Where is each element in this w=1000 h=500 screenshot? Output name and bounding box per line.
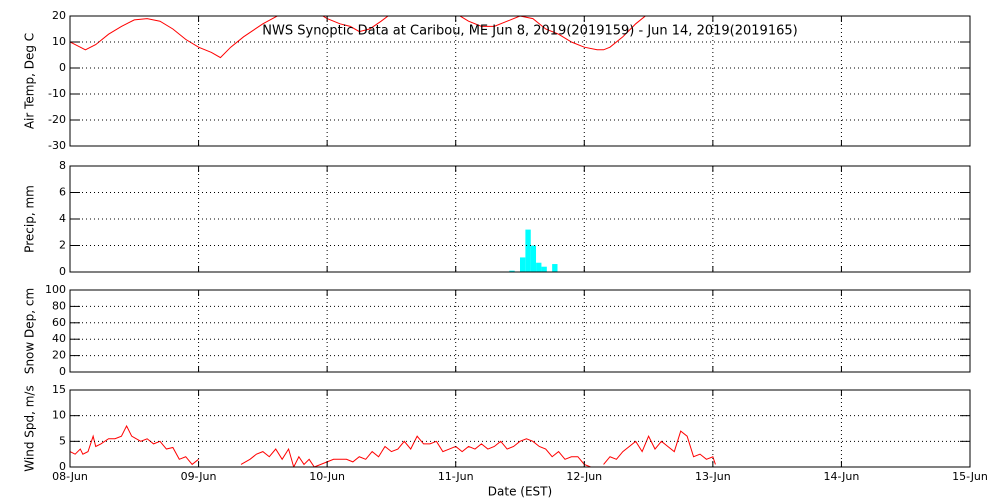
y-tick-label: -30 [48,139,66,152]
y-tick-label: 15 [52,383,66,396]
y-tick-label: 10 [52,409,66,422]
y-axis-label: Wind Spd, m/s [23,385,37,471]
y-axis-label: Snow Dep, cm [23,288,37,374]
plot-frame [69,15,971,147]
bar [541,266,547,272]
y-tick-label: 6 [59,186,66,199]
plot [509,229,558,272]
x-tick-label: 11-Jun [438,470,474,483]
y-tick-label: 0 [59,365,66,378]
plot-frame [69,165,971,273]
x-tick-label: 09-Jun [181,470,217,483]
bar [520,257,526,272]
bar [509,270,515,272]
bar [552,264,558,272]
x-tick-label: 15-Jun [952,470,988,483]
chart-title: NWS Synoptic Data at Caribou, ME Jun 8, … [262,24,797,39]
y-axis-label: Precip, mm [23,185,37,253]
y-tick-label: 0 [59,265,66,278]
plot-frame [69,289,971,373]
y-tick-label: 40 [52,332,66,345]
plot-frame [69,389,971,468]
y-tick-label: 5 [59,434,66,447]
y-axis-label: Air Temp, Deg C [23,33,37,129]
plot [70,16,647,59]
y-tick-label: 60 [52,316,66,329]
y-tick-label: 2 [59,239,66,252]
x-tick-label: 12-Jun [566,470,602,483]
x-tick-label: 10-Jun [309,470,345,483]
line [70,16,647,59]
y-tick-label: 20 [52,9,66,22]
y-tick-label: 20 [52,349,66,362]
y-tick-label: 100 [45,283,66,296]
x-tick-label: 14-Jun [824,470,860,483]
bar [530,245,537,272]
y-tick-label: 80 [52,299,66,312]
y-tick-label: 0 [59,460,66,473]
y-tick-label: -20 [48,113,66,126]
y-tick-label: 4 [59,212,66,225]
x-tick-label: 08-Jun [52,470,88,483]
y-tick-label: 8 [59,159,66,172]
plot [70,424,716,467]
x-axis-label: Date (EST) [488,485,552,499]
y-tick-label: 10 [52,35,66,48]
bar [525,229,531,272]
y-tick-label: 0 [59,61,66,74]
y-tick-label: -10 [48,87,66,100]
x-tick-label: 13-Jun [695,470,731,483]
bar [536,262,542,272]
line [70,424,716,467]
